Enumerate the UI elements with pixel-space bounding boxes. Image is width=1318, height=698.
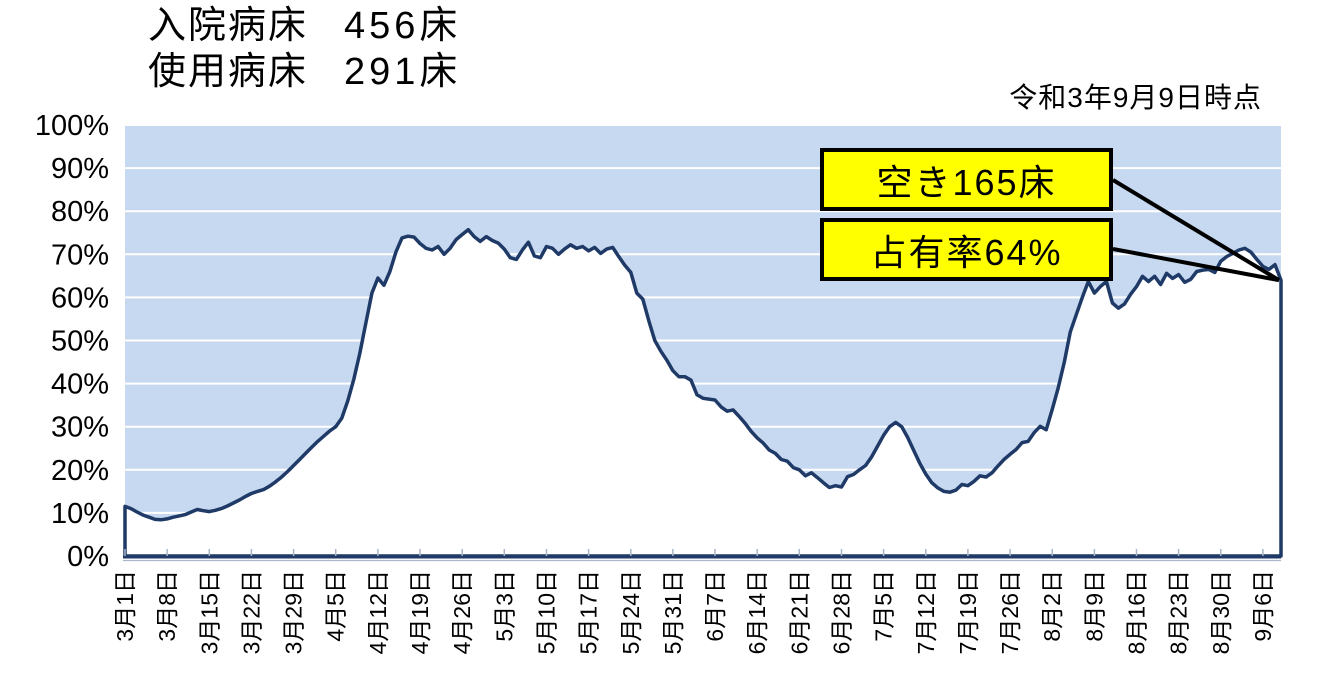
callout-vacant-beds: 空き165床 bbox=[820, 148, 1113, 211]
x-tick-label: 6月28日 bbox=[829, 570, 855, 654]
x-tick-label: 7月12日 bbox=[913, 570, 939, 654]
x-tick-label: 5月10日 bbox=[534, 570, 560, 654]
as-of-date: 令和3年9月9日時点 bbox=[1009, 82, 1262, 113]
x-tick-label: 8月9日 bbox=[1081, 570, 1107, 642]
used-beds-value: 291床 bbox=[344, 50, 462, 93]
y-tick-label: 60% bbox=[51, 282, 109, 314]
x-tick-label: 6月21日 bbox=[786, 570, 812, 654]
x-tick-label: 5月17日 bbox=[576, 570, 602, 654]
total-beds-value: 456床 bbox=[344, 5, 462, 47]
y-tick-label: 20% bbox=[51, 455, 109, 487]
y-tick-label: 40% bbox=[51, 369, 109, 401]
x-tick-label: 5月31日 bbox=[660, 570, 686, 654]
callout-leader-line bbox=[1111, 178, 1281, 282]
used-beds-row: 使用病床 291床 bbox=[148, 50, 461, 96]
x-tick-label: 8月30日 bbox=[1208, 570, 1234, 654]
x-tick-label: 3月1日 bbox=[112, 570, 138, 642]
y-tick-label: 90% bbox=[51, 153, 109, 185]
x-tick-label: 3月15日 bbox=[196, 570, 222, 654]
x-tick-label: 8月23日 bbox=[1166, 570, 1192, 654]
x-tick-label: 8月2日 bbox=[1039, 570, 1065, 642]
x-tick-label: 8月16日 bbox=[1124, 570, 1150, 654]
x-tick-label: 9月6日 bbox=[1250, 570, 1276, 642]
x-tick-label: 3月8日 bbox=[154, 570, 180, 642]
total-beds-row: 入院病床 456床 bbox=[148, 4, 461, 50]
x-tick-label: 7月5日 bbox=[871, 570, 897, 642]
x-tick-label: 3月29日 bbox=[281, 570, 307, 654]
x-tick-label: 7月19日 bbox=[955, 570, 981, 654]
y-tick-label: 80% bbox=[51, 196, 109, 228]
x-tick-label: 4月26日 bbox=[449, 570, 475, 654]
x-tick-label: 4月12日 bbox=[365, 570, 391, 654]
x-tick-label: 4月5日 bbox=[323, 570, 349, 642]
x-tick-label: 5月3日 bbox=[491, 570, 517, 642]
x-tick-label: 7月26日 bbox=[997, 570, 1023, 654]
total-beds-label: 入院病床 bbox=[148, 5, 309, 47]
x-tick-label: 4月19日 bbox=[407, 570, 433, 654]
y-tick-label: 0% bbox=[67, 541, 109, 573]
chart-title: 入院病床 456床 使用病床 291床 bbox=[148, 4, 461, 95]
y-tick-label: 70% bbox=[51, 239, 109, 271]
x-tick-label: 5月24日 bbox=[618, 570, 644, 654]
x-tick-label: 6月7日 bbox=[702, 570, 728, 642]
y-tick-label: 50% bbox=[51, 326, 109, 358]
callout-occupancy-rate: 占有率64% bbox=[820, 218, 1113, 281]
callout-leader-line bbox=[1112, 247, 1280, 283]
y-tick-label: 10% bbox=[51, 498, 109, 530]
used-beds-label: 使用病床 bbox=[148, 50, 309, 93]
y-tick-label: 100% bbox=[35, 110, 109, 142]
occupancy-area-series bbox=[123, 227, 1283, 558]
y-tick-label: 30% bbox=[51, 412, 109, 444]
x-tick-label: 6月14日 bbox=[744, 570, 770, 654]
x-tick-label: 3月22日 bbox=[238, 570, 264, 654]
